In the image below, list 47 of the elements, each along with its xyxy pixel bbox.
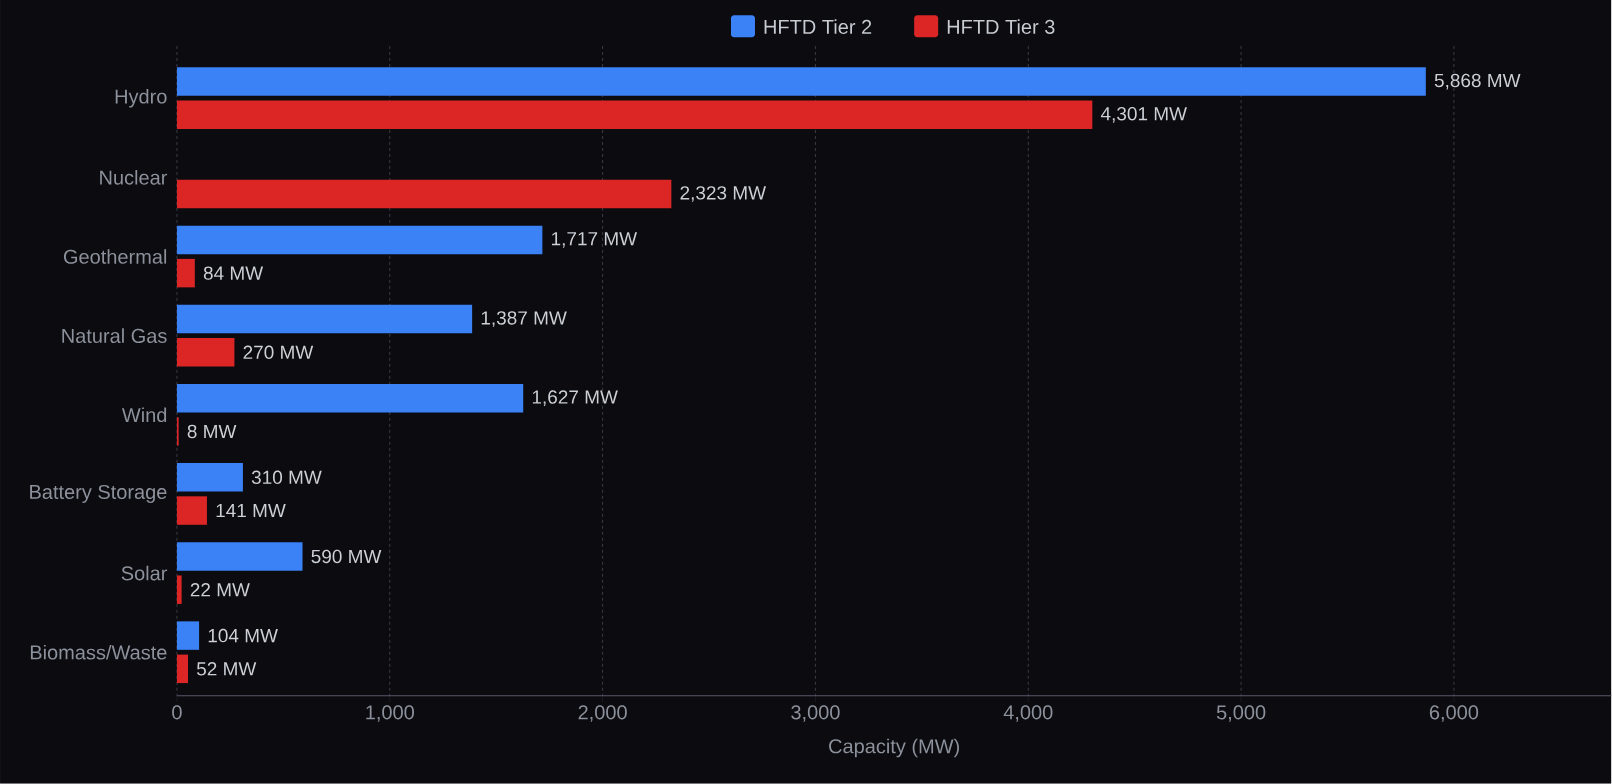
data-label: 1,627 MW (532, 390, 618, 407)
x-tick-label: 4,000 (1003, 705, 1053, 722)
data-label: 141 MW (216, 504, 286, 518)
x-tick-label: 5,000 (1216, 705, 1266, 722)
bar (176, 100, 1093, 130)
legend-label: HFTD Tier 2 (764, 19, 872, 35)
y-tick-label: Natural Gas (62, 328, 167, 344)
bar (176, 463, 243, 492)
bar (176, 384, 524, 413)
data-label: 84 MW (203, 266, 264, 280)
bar (176, 496, 207, 525)
bar (176, 542, 303, 571)
bar (176, 654, 189, 684)
y-tick-label: Biomass/Waste (30, 645, 167, 660)
bar (176, 67, 1426, 96)
bar (176, 621, 200, 650)
legend-label: HFTD Tier 3 (947, 19, 1055, 35)
data-label: 310 MW (251, 470, 322, 485)
bar (176, 304, 473, 334)
y-tick-label: Hydro (115, 89, 167, 108)
data-label: 52 MW (196, 662, 257, 676)
bar (176, 225, 543, 255)
x-tick-label: 0 (172, 705, 182, 720)
y-tick-label: Geothermal (63, 249, 167, 264)
x-tick-label: 6,000 (1429, 705, 1479, 722)
data-label: 590 MW (311, 549, 382, 564)
data-label: 4,301 MW (1100, 107, 1187, 123)
data-label: 5,868 MW (1434, 73, 1521, 90)
y-tick-label: Wind (121, 407, 167, 423)
data-label: 104 MW (208, 629, 278, 643)
y-tick-label: Nuclear (100, 170, 168, 185)
data-label: 1,717 MW (552, 232, 638, 248)
data-label: 8 MW (187, 424, 237, 439)
bar (176, 259, 195, 288)
bar (176, 575, 182, 605)
data-label: 270 MW (243, 345, 314, 360)
y-tick-label: Solar (121, 565, 168, 581)
x-axis-title: Capacity (MW) (829, 738, 959, 758)
x-tick-label: 1,000 (366, 705, 414, 722)
x-tick-label: 3,000 (791, 705, 840, 722)
data-label: 22 MW (190, 583, 250, 597)
data-label: 1,387 MW (481, 311, 567, 328)
y-tick-label: Battery Storage (30, 485, 167, 504)
bar (176, 338, 235, 367)
bar (176, 179, 672, 209)
x-tick-label: 2,000 (578, 705, 627, 722)
data-label: 2,323 MW (680, 186, 766, 202)
